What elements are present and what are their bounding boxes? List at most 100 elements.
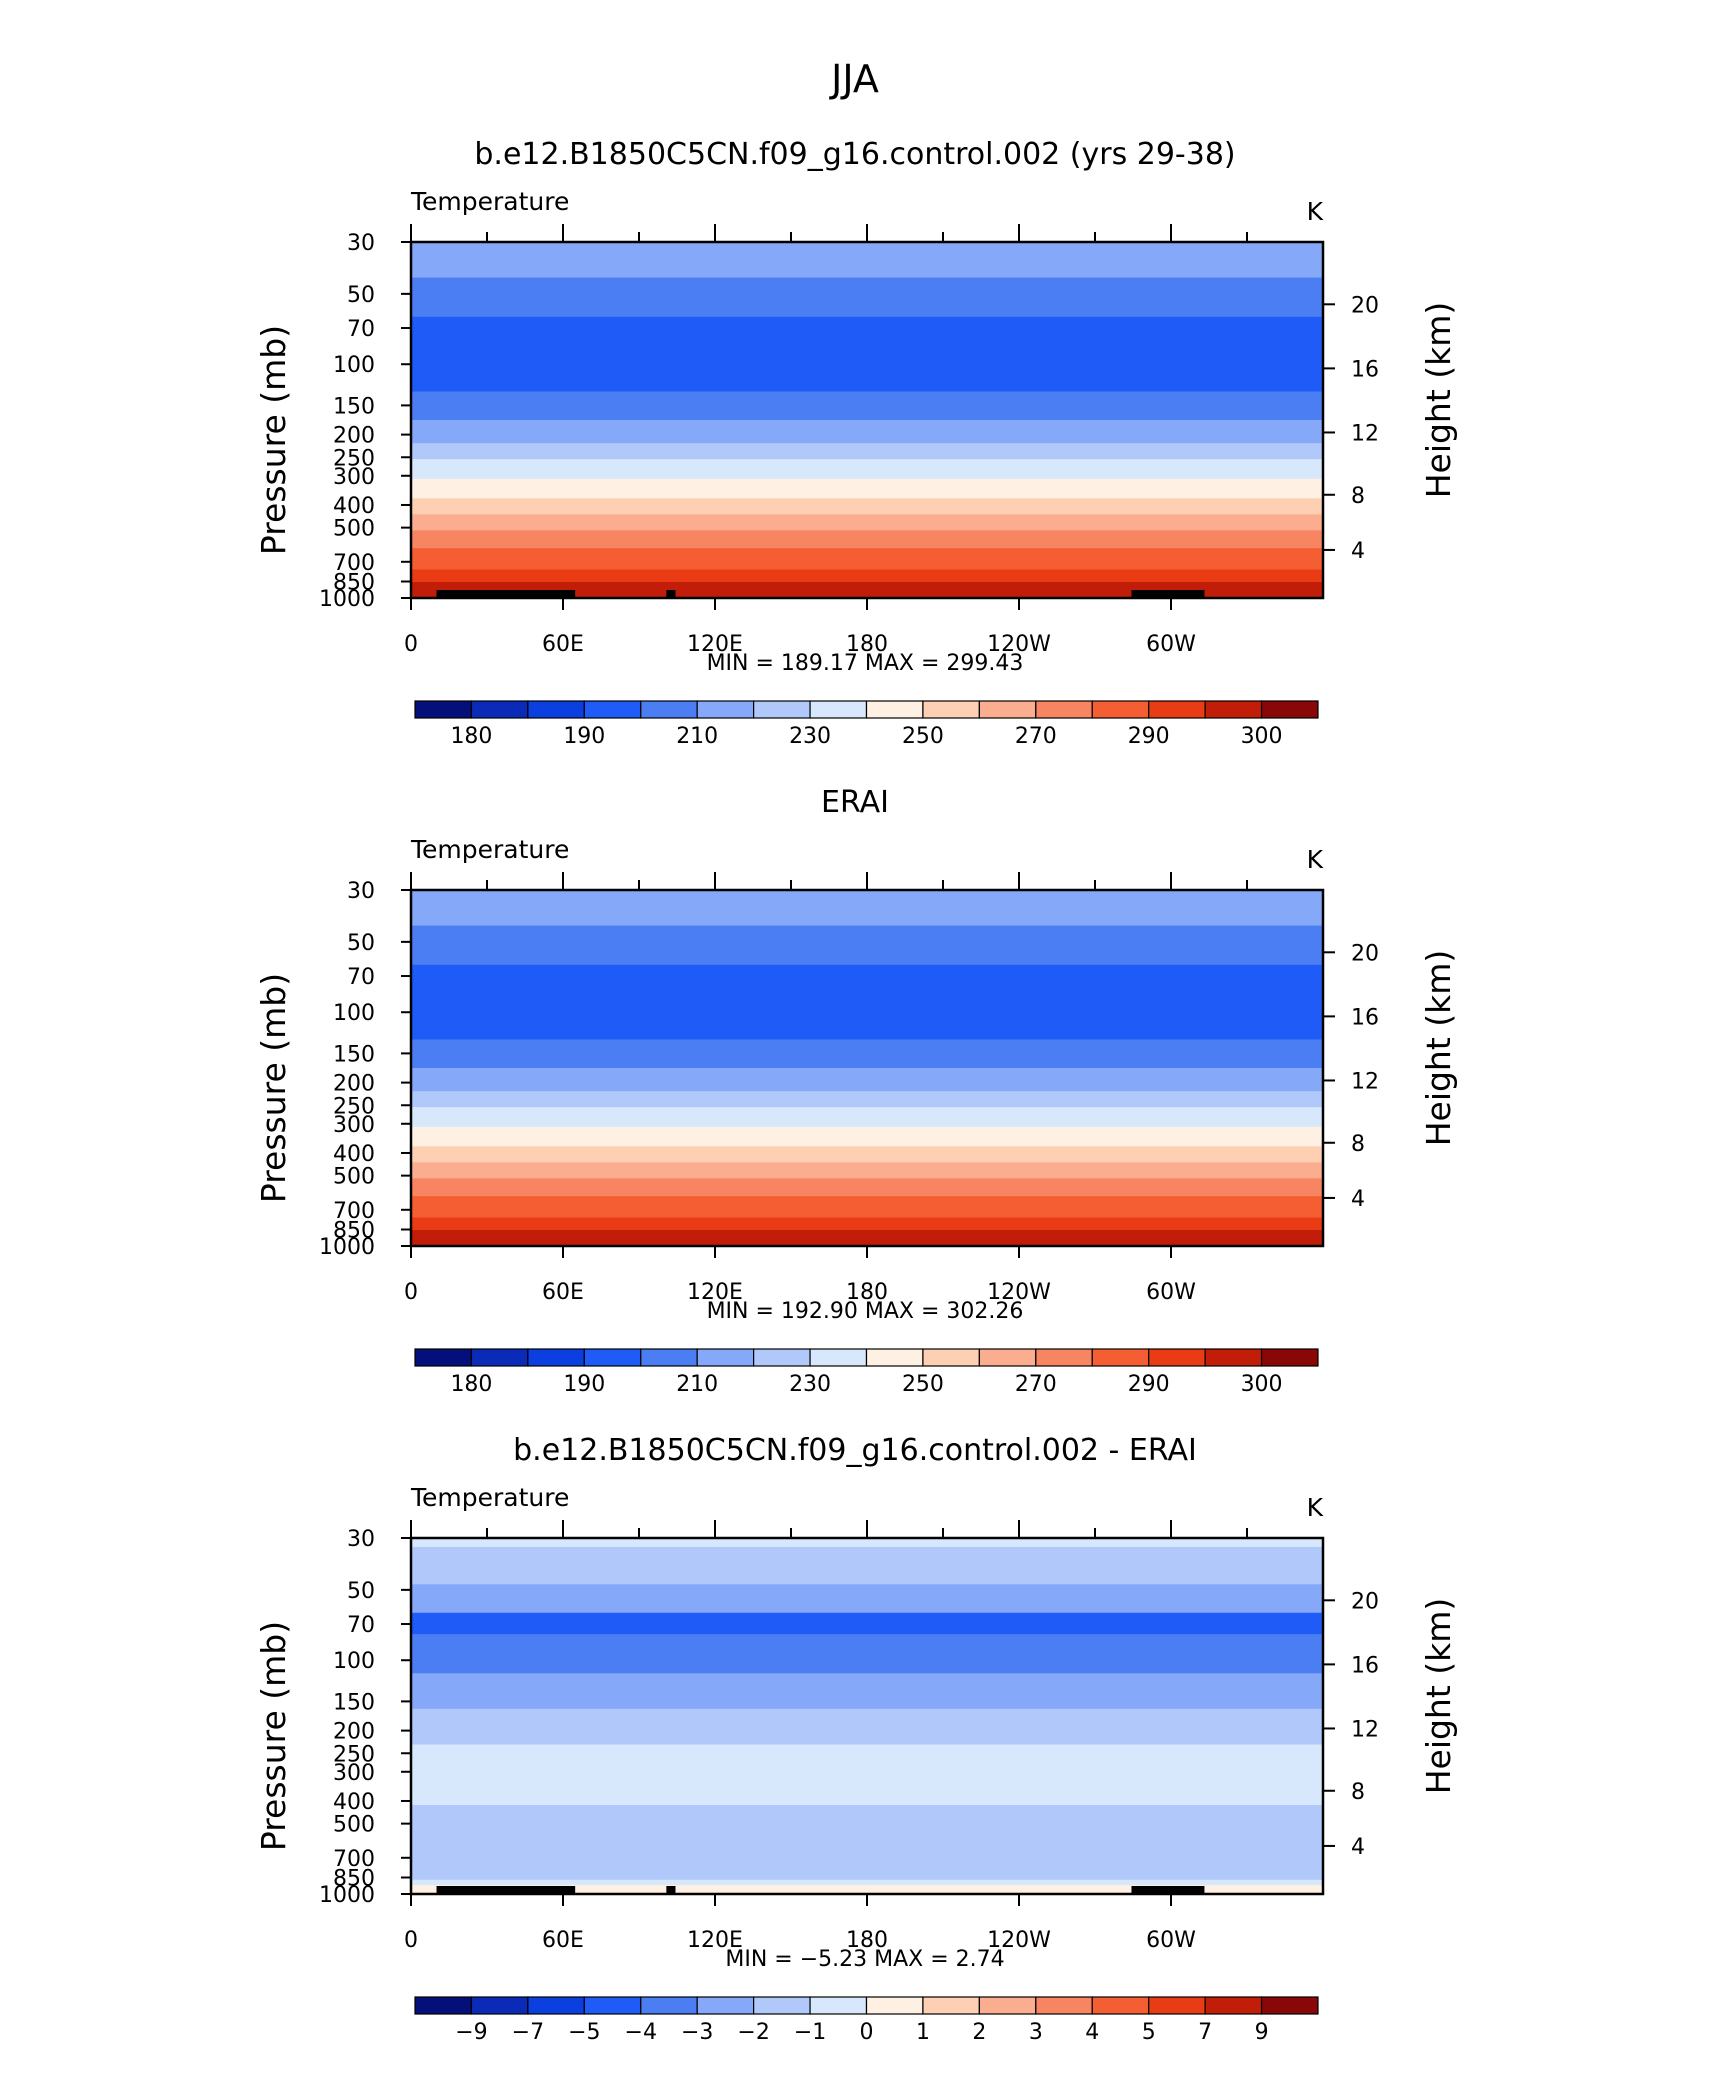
x-tick-label: 60W (1146, 1280, 1196, 1305)
colorbar-label: 4 (1085, 2020, 1099, 2045)
heatmap-band (411, 459, 1323, 480)
panel-subtitle: ERAI (821, 785, 889, 820)
y-tick-label: 150 (333, 394, 375, 419)
min-max-label: MIN = 192.90 MAX = 302.26 (707, 1299, 1024, 1324)
heatmap-band (411, 1885, 1323, 1894)
colorbar-swatch (978, 700, 1037, 719)
y-right-tick-label: 4 (1351, 1835, 1365, 1860)
heatmap-band (411, 1162, 1323, 1179)
y-tick-label: 850 (333, 571, 375, 596)
colorbar-label: 210 (676, 1372, 718, 1397)
y-tick-label: 50 (347, 1579, 375, 1604)
heatmap-band (411, 1744, 1323, 1806)
heatmap-band (411, 1178, 1323, 1197)
x-tick-label: 180 (846, 1280, 888, 1305)
colorbar-swatch (753, 1996, 811, 2015)
y-right-axis-label: Height (km) (1419, 1598, 1458, 1795)
colorbar-swatch (1260, 700, 1319, 719)
colorbar-swatch (1035, 700, 1093, 719)
y-tick-label: 1000 (319, 1235, 375, 1260)
heatmap-band (411, 1546, 1323, 1585)
colorbar-swatch (414, 1348, 473, 1367)
heatmap-band (411, 890, 1323, 927)
colorbar-swatch (865, 700, 924, 719)
y-tick-label: 700 (333, 1199, 375, 1224)
heatmap-band (411, 1584, 1323, 1614)
colorbar-swatch (753, 700, 811, 719)
x-tick-label: 60E (542, 632, 584, 657)
y-tick-label: 100 (333, 353, 375, 378)
y-axis-label: Pressure (mb) (254, 1621, 293, 1851)
heatmap-band (411, 277, 1323, 318)
y-tick-label: 300 (333, 465, 375, 490)
topography-mask (1131, 590, 1205, 598)
heatmap-band (411, 530, 1323, 549)
y-right-tick-label: 16 (1351, 1653, 1379, 1678)
heatmap-band (411, 498, 1323, 515)
x-tick-label: 0 (404, 1928, 418, 1953)
y-tick-label: 100 (333, 1649, 375, 1674)
y-right-tick-label: 8 (1351, 1132, 1365, 1157)
units-label: K (1307, 845, 1324, 874)
colorbar-label: 180 (450, 1372, 492, 1397)
y-tick-label: 200 (333, 1072, 375, 1097)
colorbar-label: 5 (1142, 2020, 1156, 2045)
panel-subtitle: b.e12.B1850C5CN.f09_g16.control.002 (yrs… (474, 137, 1235, 172)
colorbar-swatch (1260, 1348, 1319, 1367)
topography-mask (1131, 1886, 1205, 1894)
y-right-tick-label: 12 (1351, 1069, 1379, 1094)
colorbar-swatch (470, 1996, 529, 2015)
panel-subtitle: b.e12.B1850C5CN.f09_g16.control.002 - ER… (513, 1433, 1197, 1468)
units-label: K (1307, 197, 1324, 226)
x-tick-label: 60W (1146, 1928, 1196, 1953)
topography-mask (666, 1886, 676, 1894)
colorbar-swatch (978, 1996, 1037, 2015)
y-tick-label: 30 (347, 231, 375, 256)
variable-label: Temperature (410, 835, 569, 864)
y-tick-label: 150 (333, 1690, 375, 1715)
units-label: K (1307, 1493, 1324, 1522)
colorbar-label: −9 (455, 2020, 487, 2045)
colorbar-swatch (1204, 1348, 1263, 1367)
chart-panel-1: b.e12.B1850C5CN.f09_g16.control.002 (yrs… (254, 137, 1458, 749)
colorbar-swatch (527, 1348, 585, 1367)
colorbar-label: −5 (568, 2020, 600, 2045)
heatmap-band (411, 391, 1323, 421)
y-tick-label: 200 (333, 424, 375, 449)
variable-label: Temperature (410, 187, 569, 216)
colorbar-label: 0 (860, 2020, 874, 2045)
colorbar-label: 250 (902, 724, 944, 749)
x-tick-label: 120E (687, 632, 743, 657)
colorbar-swatch (414, 1996, 473, 2015)
colorbar-swatch (1204, 700, 1263, 719)
colorbar-swatch (640, 1996, 698, 2015)
colorbar-label: 290 (1128, 724, 1170, 749)
y-tick-label: 700 (333, 551, 375, 576)
colorbar-swatch (640, 1348, 698, 1367)
y-tick-label: 250 (333, 446, 375, 471)
heatmap-band (411, 316, 1323, 393)
heatmap-band (411, 443, 1323, 460)
heatmap-band (411, 581, 1323, 598)
colorbar-label: −3 (681, 2020, 713, 2045)
heatmap-band (411, 1126, 1323, 1147)
y-tick-label: 700 (333, 1847, 375, 1872)
heatmap-band (411, 964, 1323, 1041)
colorbar-label: 300 (1241, 724, 1283, 749)
y-tick-label: 500 (333, 1813, 375, 1838)
colorbar-label: 290 (1128, 1372, 1170, 1397)
colorbar-swatch (1204, 1996, 1263, 2015)
colorbar-label: 180 (450, 724, 492, 749)
y-tick-label: 100 (333, 1001, 375, 1026)
heatmap-band (411, 1538, 1323, 1548)
colorbar-swatch (753, 1348, 811, 1367)
x-tick-label: 60W (1146, 632, 1196, 657)
x-tick-label: 0 (404, 632, 418, 657)
x-tick-label: 120W (987, 1280, 1051, 1305)
heatmap-band (411, 420, 1323, 444)
y-tick-label: 200 (333, 1720, 375, 1745)
heatmap-band (411, 1039, 1323, 1069)
colorbar-label: −4 (625, 2020, 657, 2045)
colorbar-swatch (583, 1996, 642, 2015)
heatmap-band (411, 1805, 1323, 1881)
